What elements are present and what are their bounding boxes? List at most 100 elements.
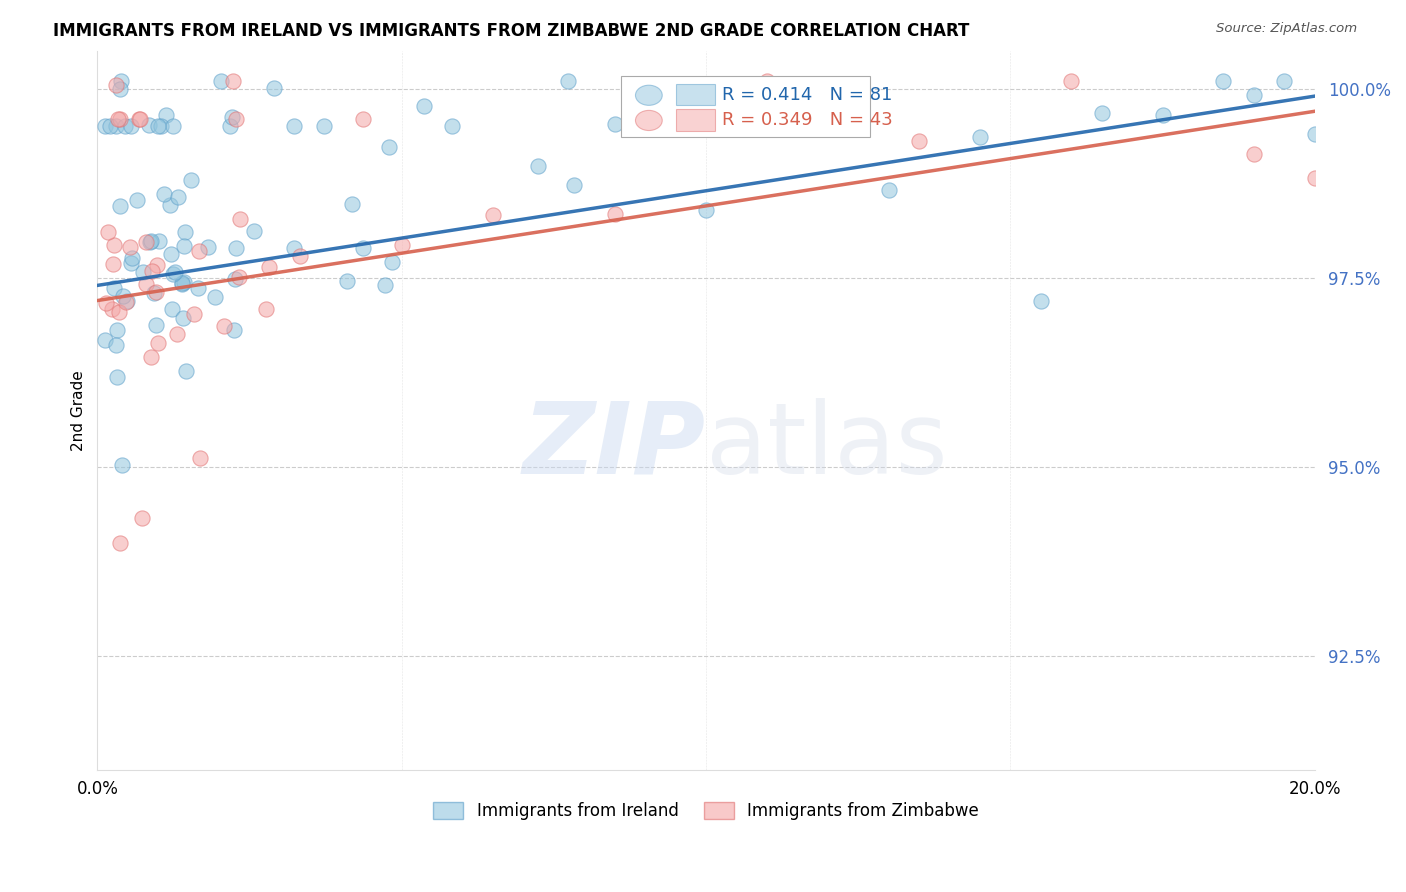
Point bbox=[174, 225, 197, 239]
Point bbox=[104, 120, 127, 134]
Point bbox=[221, 110, 243, 124]
Point bbox=[118, 239, 141, 253]
Point bbox=[225, 112, 247, 126]
Ellipse shape bbox=[636, 111, 662, 130]
Point bbox=[209, 74, 232, 88]
Point bbox=[254, 301, 277, 316]
Point bbox=[162, 267, 184, 281]
Point bbox=[141, 234, 163, 248]
Point bbox=[352, 241, 374, 255]
FancyBboxPatch shape bbox=[621, 76, 870, 137]
Point bbox=[111, 289, 134, 303]
Point bbox=[381, 255, 404, 269]
Point bbox=[107, 369, 129, 384]
Point bbox=[153, 186, 176, 201]
Point bbox=[352, 112, 374, 126]
Point bbox=[336, 274, 359, 288]
Point bbox=[377, 140, 399, 154]
Point bbox=[159, 198, 181, 212]
Point bbox=[228, 269, 250, 284]
Point bbox=[162, 302, 184, 317]
Point bbox=[108, 82, 131, 96]
Point bbox=[188, 450, 211, 465]
Point bbox=[103, 237, 125, 252]
Point bbox=[391, 238, 413, 252]
Point bbox=[120, 120, 142, 134]
Point bbox=[94, 120, 117, 134]
Point bbox=[172, 310, 194, 325]
Point bbox=[229, 211, 252, 226]
Point bbox=[155, 108, 177, 122]
Point bbox=[108, 112, 131, 126]
Point bbox=[111, 458, 134, 472]
Point bbox=[440, 120, 463, 134]
Point bbox=[1272, 74, 1295, 88]
Point bbox=[101, 302, 124, 317]
Point bbox=[1091, 105, 1114, 120]
Point bbox=[412, 99, 434, 113]
Point bbox=[1212, 74, 1234, 88]
Point bbox=[138, 118, 160, 132]
Point bbox=[242, 224, 264, 238]
Point bbox=[218, 120, 240, 134]
Point bbox=[187, 244, 209, 259]
Point bbox=[755, 74, 778, 88]
Point bbox=[132, 265, 155, 279]
Point bbox=[145, 285, 167, 300]
Text: Source: ZipAtlas.com: Source: ZipAtlas.com bbox=[1216, 22, 1357, 36]
Point bbox=[120, 255, 142, 269]
Point bbox=[101, 257, 124, 271]
Point bbox=[141, 264, 163, 278]
FancyBboxPatch shape bbox=[676, 84, 714, 105]
Point bbox=[131, 510, 153, 524]
Point bbox=[283, 120, 305, 134]
Y-axis label: 2nd Grade: 2nd Grade bbox=[72, 370, 86, 450]
Point bbox=[212, 318, 235, 333]
Point bbox=[139, 350, 162, 364]
Point bbox=[259, 260, 281, 274]
Point bbox=[374, 278, 396, 293]
Point bbox=[94, 333, 117, 347]
Point bbox=[908, 134, 931, 148]
Point bbox=[170, 277, 193, 291]
Point bbox=[97, 225, 120, 239]
Point bbox=[527, 159, 550, 173]
Point bbox=[129, 112, 152, 126]
Point bbox=[166, 326, 188, 341]
Point bbox=[121, 251, 143, 265]
Point bbox=[170, 276, 193, 290]
Point bbox=[312, 120, 335, 134]
Point bbox=[222, 322, 245, 336]
Point bbox=[114, 295, 136, 310]
Point bbox=[103, 281, 125, 295]
Point bbox=[105, 78, 128, 92]
Point bbox=[98, 120, 121, 134]
Point bbox=[96, 296, 118, 310]
Point bbox=[167, 190, 190, 204]
Text: R = 0.414   N = 81: R = 0.414 N = 81 bbox=[721, 87, 893, 104]
Point bbox=[110, 198, 132, 212]
Point bbox=[603, 207, 626, 221]
Point bbox=[104, 338, 127, 352]
Point bbox=[288, 249, 311, 263]
Point bbox=[125, 193, 148, 207]
Point bbox=[114, 120, 136, 134]
Point bbox=[145, 318, 167, 333]
Point bbox=[695, 202, 717, 217]
Point bbox=[159, 247, 181, 261]
Text: ZIP: ZIP bbox=[523, 398, 706, 495]
Point bbox=[1152, 108, 1174, 122]
Point bbox=[204, 290, 226, 304]
Point bbox=[1303, 170, 1326, 185]
Point bbox=[117, 294, 139, 309]
Point bbox=[603, 117, 626, 131]
Point bbox=[105, 322, 128, 336]
Point bbox=[557, 74, 579, 88]
Point bbox=[108, 305, 131, 319]
Point bbox=[197, 240, 219, 254]
Point bbox=[110, 74, 132, 88]
Point bbox=[108, 536, 131, 550]
Point bbox=[128, 112, 150, 126]
Point bbox=[139, 235, 162, 249]
FancyBboxPatch shape bbox=[676, 109, 714, 130]
